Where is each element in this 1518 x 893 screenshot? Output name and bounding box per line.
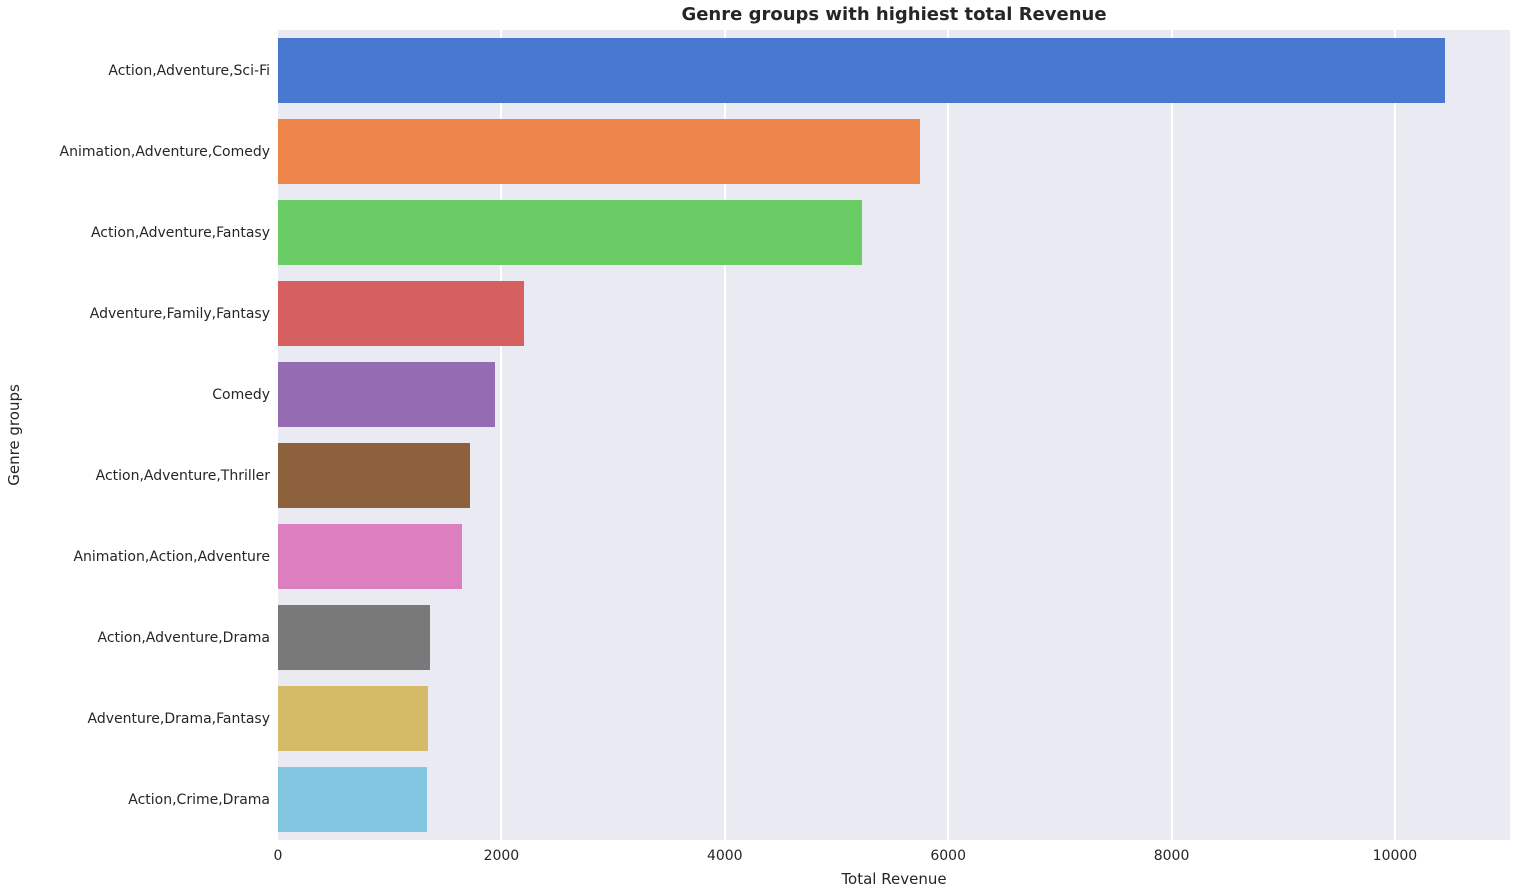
bar-animation-action-adventure — [278, 524, 463, 589]
y-tick-label: Action,Crime,Drama — [128, 791, 270, 808]
x-tick-label: 8000 — [1153, 848, 1190, 864]
gridline-x-8000 — [1170, 30, 1173, 840]
y-tick-label: Action,Adventure,Fantasy — [90, 224, 270, 241]
y-tick-label: Comedy — [212, 386, 270, 403]
x-tick-label: 6000 — [930, 848, 966, 864]
bar-animation-adventure-comedy — [278, 119, 921, 184]
y-tick-label: Action,Adventure,Thriller — [95, 467, 270, 484]
x-axis-label: Total Revenue — [841, 870, 947, 888]
bar-adventure-family-fantasy — [278, 281, 524, 346]
plot-area — [278, 30, 1510, 840]
chart-title: Genre groups with highiest total Revenue — [681, 4, 1107, 25]
gridline-x-10000 — [1393, 30, 1396, 840]
x-tick-label: 4000 — [706, 848, 743, 864]
y-tick-label: Action,Adventure,Sci-Fi — [108, 62, 270, 79]
y-tick-label: Animation,Adventure,Comedy — [59, 143, 270, 160]
x-tick-label: 10000 — [1372, 848, 1418, 864]
gridline-x-6000 — [947, 30, 950, 840]
gridline-x-2000 — [500, 30, 503, 840]
bar-action-adventure-drama — [278, 605, 430, 670]
y-tick-label: Adventure,Drama,Fantasy — [87, 710, 270, 727]
y-tick-label: Animation,Action,Adventure — [73, 548, 270, 565]
y-tick-label: Adventure,Family,Fantasy — [89, 305, 270, 322]
gridline-x-4000 — [723, 30, 726, 840]
x-tick-label: 2000 — [483, 848, 520, 864]
bar-action-adventure-sci-fi — [278, 38, 1446, 103]
bar-action-adventure-thriller — [278, 443, 471, 508]
x-tick-label: 0 — [273, 848, 283, 864]
bar-action-crime-drama — [278, 767, 427, 832]
y-tick-label: Action,Adventure,Drama — [97, 629, 271, 646]
y-axis-label: Genre groups — [5, 384, 23, 486]
bar-adventure-drama-fantasy — [278, 686, 428, 751]
bar-action-adventure-fantasy — [278, 200, 863, 265]
bar-comedy — [278, 362, 495, 427]
